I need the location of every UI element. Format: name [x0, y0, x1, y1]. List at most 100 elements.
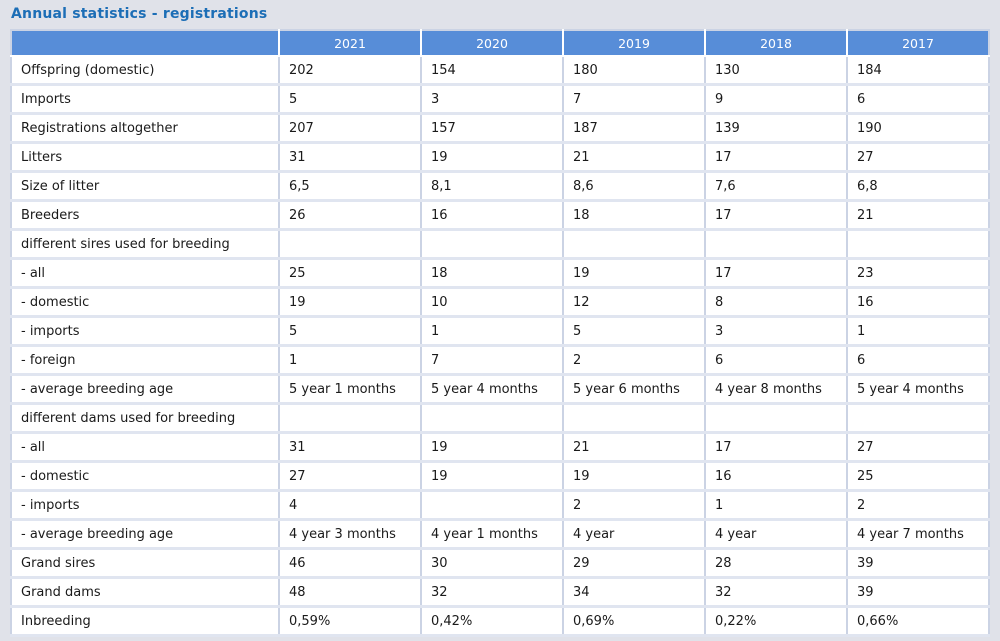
row-value: 7 — [420, 345, 563, 376]
table-row: - foreign 1 7 2 6 6 — [11, 345, 989, 376]
row-value: 4 year 7 months — [846, 519, 989, 550]
row-label: - imports — [11, 490, 279, 521]
table-row: - average breeding age 5 year 1 months 5… — [11, 374, 989, 405]
row-value: 17 — [704, 432, 847, 463]
table-row: Offspring (domestic) 202 154 180 130 184 — [11, 56, 989, 86]
row-value: 5 year 6 months — [562, 374, 705, 405]
year-column-header: 2019 — [562, 30, 705, 57]
row-value: 21 — [846, 200, 989, 231]
row-value: 17 — [704, 258, 847, 289]
table-row: - imports 4 2 1 2 — [11, 490, 989, 521]
row-label: - average breeding age — [11, 374, 279, 405]
table-row: - all 25 18 19 17 23 — [11, 258, 989, 289]
row-label: Litters — [11, 142, 279, 173]
year-column-header: 2021 — [278, 30, 421, 57]
row-value: 16 — [704, 461, 847, 492]
row-value: 23 — [846, 258, 989, 289]
row-label: - domestic — [11, 461, 279, 492]
row-value: 18 — [562, 200, 705, 231]
row-value — [278, 229, 421, 260]
row-label: - foreign — [11, 345, 279, 376]
row-label: Imports — [11, 84, 279, 115]
row-label: - average breeding age — [11, 519, 279, 550]
row-value: 21 — [562, 432, 705, 463]
row-value: 207 — [278, 113, 421, 144]
row-value: 154 — [420, 56, 563, 86]
table-row: - imports 5 1 5 3 1 — [11, 316, 989, 347]
row-value: 28 — [704, 548, 847, 579]
row-value: 5 year 1 months — [278, 374, 421, 405]
row-value — [704, 229, 847, 260]
row-value: 17 — [704, 142, 847, 173]
row-value: 5 — [278, 316, 421, 347]
row-value: 39 — [846, 577, 989, 608]
row-value: 139 — [704, 113, 847, 144]
row-value: 31 — [278, 142, 421, 173]
row-value: 31 — [278, 432, 421, 463]
row-value: 18 — [420, 258, 563, 289]
row-value: 19 — [420, 142, 563, 173]
row-label: Grand dams — [11, 577, 279, 608]
row-label: Breeders — [11, 200, 279, 231]
row-value: 19 — [278, 287, 421, 318]
row-value: 12 — [562, 287, 705, 318]
row-value — [420, 490, 563, 521]
row-value: 1 — [278, 345, 421, 376]
row-value: 187 — [562, 113, 705, 144]
row-value: 6 — [846, 345, 989, 376]
row-value: 4 year 1 months — [420, 519, 563, 550]
row-value — [562, 229, 705, 260]
row-value: 8,6 — [562, 171, 705, 202]
row-label: - imports — [11, 316, 279, 347]
row-value: 184 — [846, 56, 989, 86]
table-row: Size of litter 6,5 8,1 8,6 7,6 6,8 — [11, 171, 989, 202]
table-row: Inbreeding 0,59% 0,42% 0,69% 0,22% 0,66% — [11, 606, 989, 637]
table-row: Registrations altogether 207 157 187 139… — [11, 113, 989, 144]
row-value: 19 — [562, 258, 705, 289]
row-value: 1 — [846, 316, 989, 347]
row-value: 1 — [420, 316, 563, 347]
table-body: Offspring (domestic) 202 154 180 130 184… — [11, 56, 989, 637]
row-value: 0,22% — [704, 606, 847, 637]
row-value: 180 — [562, 56, 705, 86]
table-row: Grand dams 48 32 34 32 39 — [11, 577, 989, 608]
row-value — [846, 229, 989, 260]
annual-statistics-table: 2021 2020 2019 2018 2017 Offspring (dome… — [10, 29, 990, 637]
row-value: 27 — [846, 142, 989, 173]
row-value — [278, 403, 421, 434]
row-value: 9 — [704, 84, 847, 115]
row-value: 2 — [562, 345, 705, 376]
row-value: 32 — [420, 577, 563, 608]
row-value: 32 — [704, 577, 847, 608]
row-value: 19 — [420, 432, 563, 463]
row-value: 17 — [704, 200, 847, 231]
row-value: 29 — [562, 548, 705, 579]
table-row: - average breeding age 4 year 3 months 4… — [11, 519, 989, 550]
row-label: Grand sires — [11, 548, 279, 579]
row-value: 5 — [562, 316, 705, 347]
row-value: 8 — [704, 287, 847, 318]
row-value: 0,59% — [278, 606, 421, 637]
row-value: 3 — [420, 84, 563, 115]
row-value: 130 — [704, 56, 847, 86]
row-value — [704, 403, 847, 434]
table-row: - all 31 19 21 17 27 — [11, 432, 989, 463]
row-value: 202 — [278, 56, 421, 86]
row-value: 16 — [420, 200, 563, 231]
row-value: 190 — [846, 113, 989, 144]
row-value: 2 — [846, 490, 989, 521]
row-value: 6 — [846, 84, 989, 115]
table-header: 2021 2020 2019 2018 2017 — [10, 30, 989, 57]
table-row: Breeders 26 16 18 17 21 — [11, 200, 989, 231]
row-label: Registrations altogether — [11, 113, 279, 144]
row-value: 19 — [420, 461, 563, 492]
row-value: 3 — [704, 316, 847, 347]
row-value: 4 year 8 months — [704, 374, 847, 405]
row-value: 5 — [278, 84, 421, 115]
row-value: 4 year — [562, 519, 705, 550]
row-label-column-header — [10, 30, 279, 57]
row-value: 7,6 — [704, 171, 847, 202]
row-value: 5 year 4 months — [846, 374, 989, 405]
table-row: - domestic 19 10 12 8 16 — [11, 287, 989, 318]
